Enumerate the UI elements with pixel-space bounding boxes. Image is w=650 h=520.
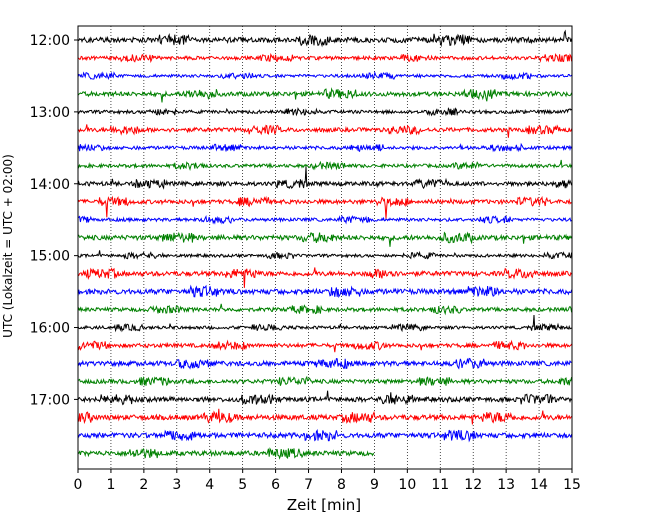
x-tick-label: 13 <box>497 477 515 493</box>
x-tick-label: 8 <box>337 477 346 493</box>
seismogram-traces <box>77 29 573 460</box>
trace-1400 <box>77 166 573 190</box>
y-tick-label: 14:00 <box>30 177 70 193</box>
x-axis-ticks: 0 1 2 3 4 5 6 7 8 9 10 11 12 13 14 15 <box>74 469 581 493</box>
x-tick-label: 14 <box>530 477 548 493</box>
trace-1645 <box>77 375 573 387</box>
trace-1345 <box>77 159 573 172</box>
trace-1630 <box>77 357 572 370</box>
trace-1330 <box>77 142 573 153</box>
trace-1500 <box>77 250 573 261</box>
y-tick-label: 12:00 <box>30 33 70 49</box>
y-tick-label: 17:00 <box>30 392 70 408</box>
x-tick-label: 12 <box>464 477 482 493</box>
trace-1215 <box>77 52 573 64</box>
y-tick-label: 13:00 <box>30 105 70 121</box>
x-axis-label: Zeit [min] <box>287 496 361 514</box>
y-axis-label: UTC (Lokalzeit = UTC + 02:00) <box>1 154 15 338</box>
x-tick-label: 7 <box>304 477 313 493</box>
x-tick-label: 0 <box>74 477 83 493</box>
x-tick-label: 15 <box>563 477 581 493</box>
x-tick-label: 3 <box>172 477 181 493</box>
grid-lines <box>110 26 540 469</box>
trace-1545 <box>77 303 573 316</box>
y-tick-label: 15:00 <box>30 249 70 265</box>
x-tick-label: 11 <box>431 477 449 493</box>
plot-frame <box>77 25 573 470</box>
trace-1715 <box>77 408 572 425</box>
trace-1445 <box>77 231 573 247</box>
trace-1245 <box>77 87 573 103</box>
trace-1530 <box>77 284 573 299</box>
trace-1200 <box>77 29 573 48</box>
x-tick-label: 6 <box>271 477 280 493</box>
y-axis-ticks: 12:00 13:00 14:00 15:00 16:00 17:00 <box>30 33 78 408</box>
trace-1415 <box>77 195 572 219</box>
trace-1430 <box>77 214 572 225</box>
trace-1230 <box>77 70 572 81</box>
x-tick-label: 5 <box>238 477 247 493</box>
trace-1745 <box>77 447 375 460</box>
y-tick-label: 16:00 <box>30 321 70 337</box>
trace-1315 <box>77 124 573 138</box>
x-tick-label: 2 <box>139 477 148 493</box>
trace-1615 <box>77 339 573 353</box>
trace-1600 <box>77 314 572 333</box>
trace-1515 <box>77 267 573 288</box>
x-tick-label: 1 <box>106 477 115 493</box>
trace-1700 <box>77 390 573 406</box>
trace-1300 <box>77 107 572 117</box>
trace-1730 <box>77 429 573 443</box>
x-tick-label: 4 <box>205 477 214 493</box>
x-tick-label: 10 <box>398 477 416 493</box>
x-tick-label: 9 <box>370 477 379 493</box>
